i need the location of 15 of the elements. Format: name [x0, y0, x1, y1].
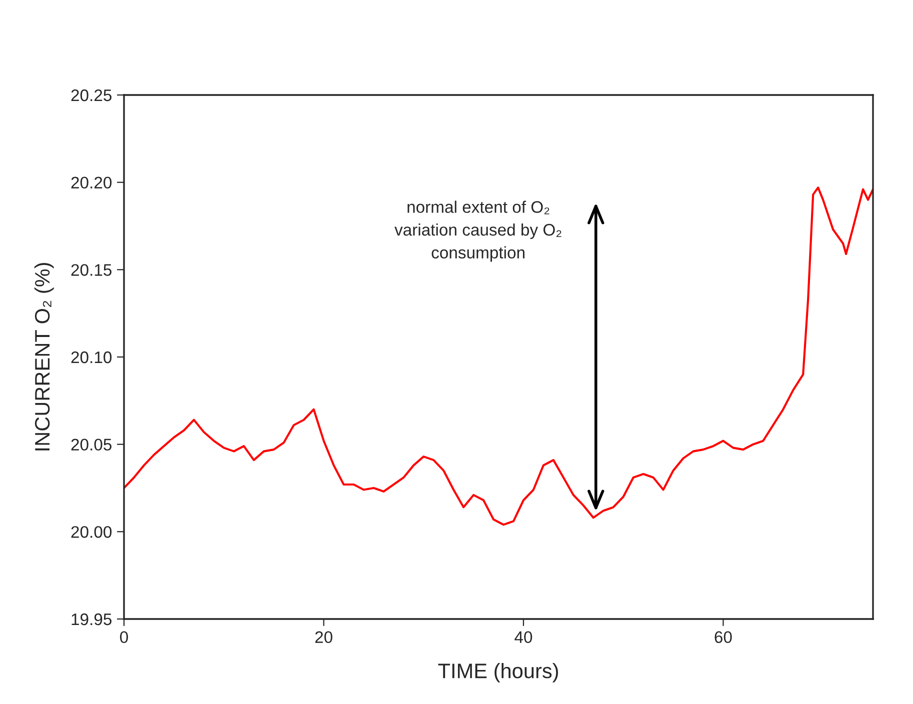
- x-tick-label: 0: [120, 631, 128, 644]
- y-tick-label: 20.10: [71, 351, 112, 364]
- x-axis-title: TIME (hours): [438, 663, 558, 682]
- y-tick-label: 20.00: [71, 526, 112, 538]
- y-tick-label: 20.15: [71, 264, 112, 276]
- line-series: [124, 186, 873, 526]
- x-tick-label: 60: [714, 631, 732, 644]
- y-tick-label: 19.95: [72, 613, 112, 626]
- x-tick-label: 40: [514, 631, 532, 644]
- y-axis-title: INCURRENT O₂ (%): [34, 263, 54, 450]
- x-tick-label: 20: [315, 631, 332, 644]
- annotation: normal extent of O₂ variation caused by O₂ consumption: [394, 200, 562, 262]
- y-tick-label: 20.25: [71, 89, 112, 102]
- y-tick-label: 20.20: [71, 176, 112, 189]
- y-tick-label: 20.05: [71, 438, 112, 451]
